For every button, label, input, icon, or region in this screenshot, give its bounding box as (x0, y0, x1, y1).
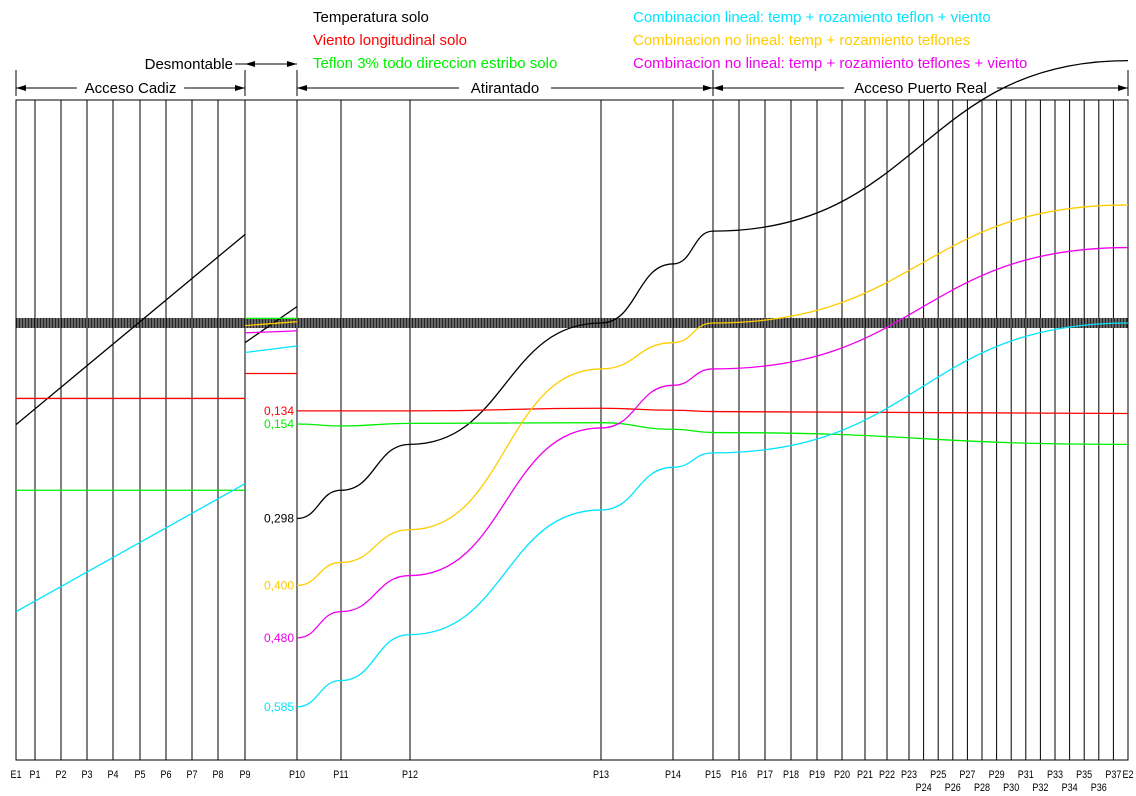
support-label-p22: P22 (879, 769, 895, 781)
section-header: Acceso Cadiz Desmontable Atirantado Acceso … (15, 56, 1129, 97)
series-line (15, 483, 246, 613)
support-label-e1: E1 (10, 769, 21, 781)
dimension-arrow (235, 85, 245, 91)
support-label-p16: P16 (731, 769, 747, 781)
series-line (244, 330, 298, 334)
dimension-arrow (703, 85, 713, 91)
series-line (296, 59, 1129, 520)
value-label: 0,585 (264, 700, 294, 714)
support-label-p13: P13 (593, 769, 609, 781)
support-label-p2: P2 (55, 769, 66, 781)
support-label-p4: P4 (107, 769, 118, 781)
section-label-desmontable: Desmontable (145, 56, 233, 73)
support-label-p5: P5 (134, 769, 145, 781)
support-label-p32: P32 (1032, 782, 1048, 794)
dimension-arrow (297, 85, 307, 91)
dimension-arrow (713, 85, 723, 91)
support-label-p12: P12 (402, 769, 418, 781)
series-line (15, 233, 246, 426)
series-line (296, 246, 1129, 639)
support-label-p28: P28 (974, 782, 990, 794)
support-label-p26: P26 (945, 782, 961, 794)
dimension-arrow (1118, 85, 1128, 91)
series-line (244, 345, 298, 354)
series-lines (15, 59, 1129, 708)
dimension-arrow (287, 61, 297, 67)
legend-entry: Combinacion no lineal: temp + rozamiento… (633, 32, 970, 49)
support-label-p31: P31 (1018, 769, 1034, 781)
legend-entry: Combinacion no lineal: temp + rozamiento… (633, 55, 1027, 72)
support-label-p11: P11 (333, 769, 349, 781)
dimension-arrow (245, 61, 255, 67)
series-line (297, 407, 1129, 415)
series-line (244, 321, 298, 327)
support-label-p34: P34 (1062, 782, 1078, 794)
plot-frame (15, 99, 1129, 761)
support-label-p18: P18 (783, 769, 799, 781)
series-line (296, 322, 1129, 708)
support-label-p35: P35 (1076, 769, 1092, 781)
support-label-p1: P1 (29, 769, 40, 781)
support-label-p33: P33 (1047, 769, 1063, 781)
dimension-arrow (16, 85, 26, 91)
support-label-p23: P23 (901, 769, 917, 781)
section-label: Acceso Puerto Real (854, 80, 987, 97)
value-label: 0,298 (264, 511, 294, 525)
section-label: Acceso Cadiz (85, 80, 177, 97)
value-label: 0,400 (264, 578, 294, 592)
support-label-p25: P25 (930, 769, 946, 781)
zero-axis-band (16, 318, 1128, 328)
value-label: 0,154 (264, 417, 294, 431)
legend-entry: Viento longitudinal solo (313, 32, 467, 49)
support-label-p15: P15 (705, 769, 721, 781)
support-grid (15, 99, 1129, 761)
support-label-p21: P21 (857, 769, 873, 781)
support-label-p3: P3 (81, 769, 92, 781)
support-label-p37: P37 (1105, 769, 1121, 781)
value-label: 0,480 (264, 631, 294, 645)
support-label-p17: P17 (757, 769, 773, 781)
support-label-p29: P29 (989, 769, 1005, 781)
support-label-p36: P36 (1091, 782, 1107, 794)
support-label-p9: P9 (239, 769, 250, 781)
series-line (296, 422, 1129, 446)
support-label-p8: P8 (212, 769, 223, 781)
support-label-p20: P20 (834, 769, 850, 781)
support-label-p24: P24 (916, 782, 932, 794)
support-label-p27: P27 (959, 769, 975, 781)
support-label-p6: P6 (160, 769, 171, 781)
support-label-p14: P14 (665, 769, 681, 781)
support-label-p10: P10 (289, 769, 305, 781)
legend-entry: Combinacion lineal: temp + rozamiento te… (633, 9, 991, 26)
legend-entry: Teflon 3% todo direccion estribo solo (313, 55, 557, 72)
support-label-p19: P19 (809, 769, 825, 781)
support-labels: E1 P1 P2 P3 P4 P5 P6 P7 P8 P9 P10 P11 P12 P13 P14 P15 P1… (10, 769, 1133, 794)
section-label: Atirantado (471, 80, 539, 97)
support-label-p30: P30 (1003, 782, 1019, 794)
zero-axis (16, 318, 1128, 328)
value-label: 0,134 (264, 404, 294, 418)
support-label-e2: E2 (1122, 769, 1133, 781)
legend-entry: Temperatura solo (313, 9, 429, 26)
series-line (296, 204, 1129, 587)
legend: Temperatura solo Viento longitudinal solo… (313, 9, 1027, 72)
series-line (244, 306, 298, 344)
support-label-p7: P7 (186, 769, 197, 781)
